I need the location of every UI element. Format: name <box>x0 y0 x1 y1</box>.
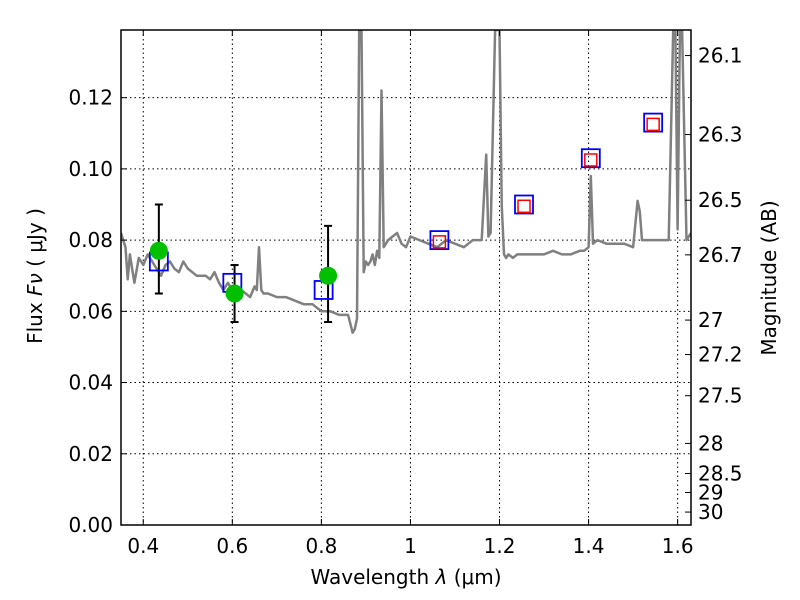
x-axis-label-unit: (μm) <box>454 565 502 589</box>
x-tick-label: 0.8 <box>305 534 337 558</box>
right-tick-label: 28.5 <box>698 462 743 486</box>
x-tick-label: 0.4 <box>127 534 159 558</box>
right-tick-label: 27.5 <box>698 384 743 408</box>
model-square <box>514 194 534 215</box>
x-axis-label-symbol: λ <box>435 565 448 589</box>
right-tick-label: 26.3 <box>698 123 743 147</box>
x-tick-label: 0.6 <box>216 534 248 558</box>
model-square-small <box>584 153 598 167</box>
y-tick-label: 0.04 <box>68 371 113 395</box>
y-axis-label-symbol: Fν <box>23 273 47 296</box>
spectrum-layer <box>121 30 691 334</box>
model-square-small <box>517 199 531 214</box>
right-tick-label: 29 <box>698 481 723 505</box>
right-tick-label: 26.7 <box>698 243 743 267</box>
model-square-small <box>432 235 447 249</box>
right-tick-label: 30 <box>698 500 723 524</box>
observed-point <box>225 284 244 303</box>
y-tick-label: 0.08 <box>68 228 113 252</box>
model-square <box>580 148 601 169</box>
x-tick-label: 1.6 <box>662 534 694 558</box>
plot-frame <box>120 29 692 526</box>
y-axis-label-text: Flux <box>23 302 47 344</box>
observed-point <box>149 241 168 260</box>
y-axis-label-unit: ( μJy ) <box>23 208 47 267</box>
x-axis-label: Wavelength λ (μm) <box>310 565 501 589</box>
right-tick-label: 26.5 <box>698 188 743 212</box>
y-tick-label: 0.12 <box>68 86 113 110</box>
x-tick-label: 1 <box>404 534 417 558</box>
right-tick-label: 27.2 <box>698 343 743 367</box>
model-square <box>429 230 450 251</box>
y-axis-label: Flux Fν ( μJy ) <box>23 208 47 344</box>
spectrum-line <box>121 30 691 334</box>
model-square <box>643 112 664 133</box>
y-tick-label: 0.06 <box>68 299 113 323</box>
y-tick-label: 0.10 <box>68 157 113 181</box>
axis-ticks: 0.4 0.6 0.8 1 1.2 1.4 1.6 0.00 0.02 0.04 0.06 0.08 0… <box>68 30 743 558</box>
x-tick-label: 1.2 <box>484 534 516 558</box>
observed-point <box>319 266 338 285</box>
x-tick-label: 1.4 <box>573 534 605 558</box>
x-axis-label-text: Wavelength <box>310 565 429 589</box>
marker-layer <box>148 112 664 324</box>
right-axis-label: Magnitude (AB) <box>757 200 781 355</box>
right-tick-label: 28 <box>698 431 723 455</box>
model-square-small <box>646 117 660 132</box>
right-tick-label: 27 <box>698 308 723 332</box>
y-tick-label: 0.02 <box>68 442 113 466</box>
y-tick-label: 0.00 <box>68 513 113 537</box>
right-tick-label: 26.1 <box>698 44 743 68</box>
